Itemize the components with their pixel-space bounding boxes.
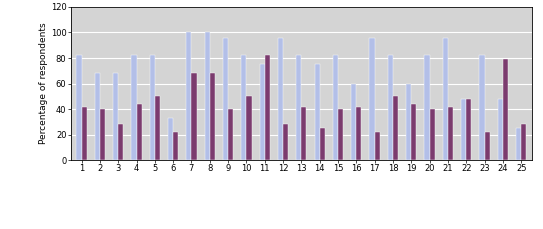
- Bar: [356, 107, 362, 160]
- Bar: [406, 84, 411, 160]
- Bar: [333, 55, 338, 160]
- Bar: [301, 107, 306, 160]
- Bar: [393, 96, 398, 160]
- Bar: [247, 96, 251, 160]
- Y-axis label: Percentage of respondents: Percentage of respondents: [39, 23, 48, 144]
- Bar: [351, 84, 356, 160]
- Bar: [375, 132, 380, 160]
- Bar: [95, 73, 100, 160]
- Bar: [241, 55, 247, 160]
- Bar: [296, 55, 301, 160]
- Bar: [228, 109, 233, 160]
- Bar: [210, 73, 215, 160]
- Bar: [118, 125, 123, 160]
- Bar: [136, 104, 142, 160]
- Bar: [205, 33, 210, 160]
- Bar: [466, 99, 471, 160]
- Bar: [484, 132, 490, 160]
- Bar: [265, 55, 270, 160]
- Bar: [77, 55, 81, 160]
- Bar: [278, 38, 283, 160]
- Bar: [503, 59, 508, 160]
- Bar: [283, 125, 288, 160]
- Bar: [448, 107, 453, 160]
- Bar: [443, 38, 448, 160]
- Bar: [150, 55, 155, 160]
- Bar: [186, 33, 192, 160]
- Bar: [479, 55, 484, 160]
- Bar: [223, 38, 228, 160]
- Bar: [461, 99, 466, 160]
- Bar: [516, 128, 521, 160]
- Bar: [168, 118, 173, 160]
- Bar: [430, 109, 435, 160]
- Bar: [131, 55, 136, 160]
- Bar: [113, 73, 118, 160]
- Bar: [425, 55, 430, 160]
- Bar: [411, 104, 416, 160]
- Bar: [155, 96, 160, 160]
- Bar: [192, 73, 197, 160]
- Bar: [388, 55, 393, 160]
- Bar: [260, 64, 265, 160]
- Bar: [81, 107, 87, 160]
- Bar: [320, 128, 325, 160]
- Bar: [100, 109, 105, 160]
- Bar: [314, 64, 320, 160]
- Bar: [338, 109, 343, 160]
- Bar: [173, 132, 178, 160]
- Bar: [369, 38, 375, 160]
- Bar: [521, 125, 526, 160]
- Bar: [498, 99, 503, 160]
